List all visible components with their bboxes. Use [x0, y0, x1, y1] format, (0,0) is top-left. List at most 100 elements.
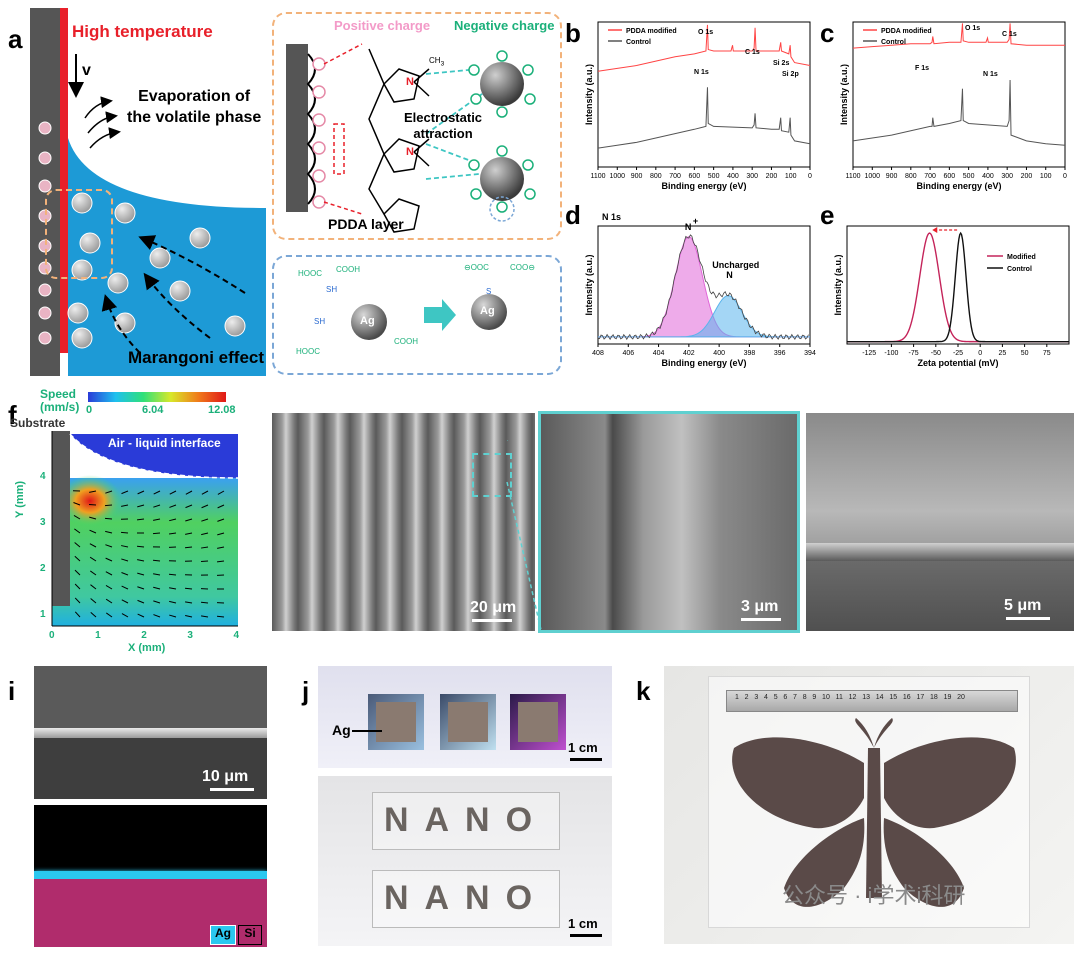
- peak-annotation: O 1s: [698, 29, 713, 36]
- x-tick-label: 200: [1021, 173, 1033, 180]
- panel-label-f: f: [8, 400, 17, 430]
- zoom-region: [45, 189, 113, 279]
- flow-vector: [137, 559, 145, 562]
- x-tick-label: -125: [862, 350, 876, 357]
- ruler-number: 2: [744, 694, 749, 701]
- flow-vector: [90, 612, 97, 618]
- flow-vector: [185, 614, 193, 618]
- flow-vector: [185, 490, 193, 495]
- flow-vector: [137, 504, 145, 508]
- flow-vector: [217, 546, 225, 549]
- ruler-number: 5: [773, 694, 778, 701]
- flow-vector: [169, 504, 177, 508]
- ruler-number: 15: [889, 694, 898, 701]
- x-tick-label: 500: [708, 173, 720, 180]
- chart-e-zeta: -125 -100 -75 -50 -25 0 25 50 75 Zeta potential (…: [833, 225, 1070, 368]
- flow-vector: [121, 558, 129, 562]
- flow-vector: [217, 490, 225, 495]
- nano-text-1: NANO: [383, 801, 549, 839]
- substrate-positive-charges: [38, 121, 52, 345]
- ruler-number: 16: [902, 694, 911, 701]
- legend-label: Control: [881, 39, 906, 46]
- sem-image-i-cross-section: 10 μm: [34, 666, 267, 799]
- x-tick: 3: [187, 630, 193, 641]
- chart-c-xps-survey: 1100 1000 900 800 700 600 500 400 300 200 100 0Bind…: [839, 21, 1067, 191]
- scale-bar-i: [210, 788, 254, 791]
- ruler: 1 2 3 4 5 6 7 8 9 10 11 12 13 14 15 16 17 18 19 20: [726, 690, 1018, 712]
- scale-text-j2: 1 cm: [568, 916, 598, 931]
- ligand-cooh: COOH: [336, 265, 360, 274]
- speed-unit: (mm/s): [40, 400, 80, 414]
- x-tick-label: -75: [909, 350, 919, 357]
- x-tick-label: 900: [886, 173, 898, 180]
- x-tick-label: 100: [785, 173, 797, 180]
- x-tick-label: 396: [774, 350, 786, 357]
- peak-annotation: O 1s: [965, 25, 980, 32]
- y-tick: 4: [40, 471, 46, 482]
- x-tick-label: 1000: [609, 173, 625, 180]
- flow-vector: [185, 601, 193, 604]
- series-line: [847, 231, 1069, 343]
- speed-label: Speed: [40, 387, 77, 401]
- chart-b-xps-survey: 1100 1000 900 800 700 600 500 400 300 200 100 0Bind…: [584, 21, 812, 191]
- ligand-hooc-2: HOOC: [296, 347, 320, 356]
- ag-particle-label: Ag: [360, 315, 375, 327]
- photo-j-nano: NANO NANO 1 cm: [318, 776, 612, 946]
- flow-vector: [201, 490, 209, 495]
- shift-arrowhead: [932, 227, 938, 233]
- flow-vector: [153, 600, 161, 604]
- interface-label: Air - liquid interface: [108, 436, 221, 450]
- x-tick-label: 300: [1001, 173, 1013, 180]
- x-axis-label: Binding energy (eV): [661, 358, 746, 368]
- flow-vector: [169, 600, 177, 604]
- flow-vector: [185, 504, 193, 509]
- flow-vector: [89, 490, 97, 493]
- legend-label: PDDA modified: [881, 28, 932, 35]
- y-axis-label: Intensity (a.u.): [584, 254, 594, 315]
- raw-spectrum: [597, 234, 809, 341]
- zoom-box: [472, 453, 512, 497]
- x-tick-label: 398: [744, 350, 756, 357]
- electrostatic-label: Electrostatic attraction: [404, 110, 483, 141]
- flow-vector: [185, 532, 193, 535]
- flow-vector: [121, 572, 129, 576]
- nanoparticles: [67, 192, 246, 349]
- series-line: [597, 87, 811, 149]
- flow-vector: [136, 518, 145, 521]
- speed-colorbar: [88, 392, 226, 402]
- flow-vector: [153, 586, 161, 590]
- sem-image-h: 5 μm: [806, 413, 1074, 631]
- peak-annotation: Si 2p: [782, 71, 799, 78]
- peak-annotation: C 1s: [1002, 31, 1017, 38]
- peak-label-plus-sign: +: [693, 216, 698, 226]
- flow-vector: [74, 569, 81, 576]
- x-tick-label: 600: [944, 173, 956, 180]
- legend-label: Modified: [1007, 254, 1036, 261]
- flow-vector: [184, 587, 193, 590]
- x-tick-label: 75: [1043, 350, 1051, 357]
- panel-label-d: d: [565, 200, 581, 230]
- flow-vector: [185, 518, 193, 522]
- flow-vector: [153, 614, 161, 618]
- flow-vector: [74, 555, 81, 562]
- panel-label-e: e: [820, 200, 835, 230]
- flow-vector: [201, 518, 209, 522]
- ruler-number: 6: [783, 694, 788, 701]
- scale-mid: 6.04: [142, 404, 164, 416]
- flow-vector: [169, 490, 177, 495]
- peak-fill: [598, 236, 810, 338]
- flow-vector: [200, 601, 209, 604]
- flow-vector: [201, 615, 209, 618]
- nano-slide-1: NANO: [372, 792, 560, 850]
- flow-vector: [89, 543, 97, 548]
- flow-vector: [73, 502, 81, 506]
- y-axis-label: Intensity (a.u.): [584, 64, 594, 125]
- flow-vector: [153, 518, 161, 521]
- ruler-number: 9: [812, 694, 817, 701]
- peak-label-n-plus: N: [685, 222, 692, 232]
- flow-vector: [74, 542, 81, 548]
- x-tick-label: 800: [650, 173, 662, 180]
- scale-text-g1: 20 μm: [470, 599, 517, 616]
- scale-text-i: 10 μm: [202, 768, 249, 785]
- flow-vector: [169, 614, 177, 618]
